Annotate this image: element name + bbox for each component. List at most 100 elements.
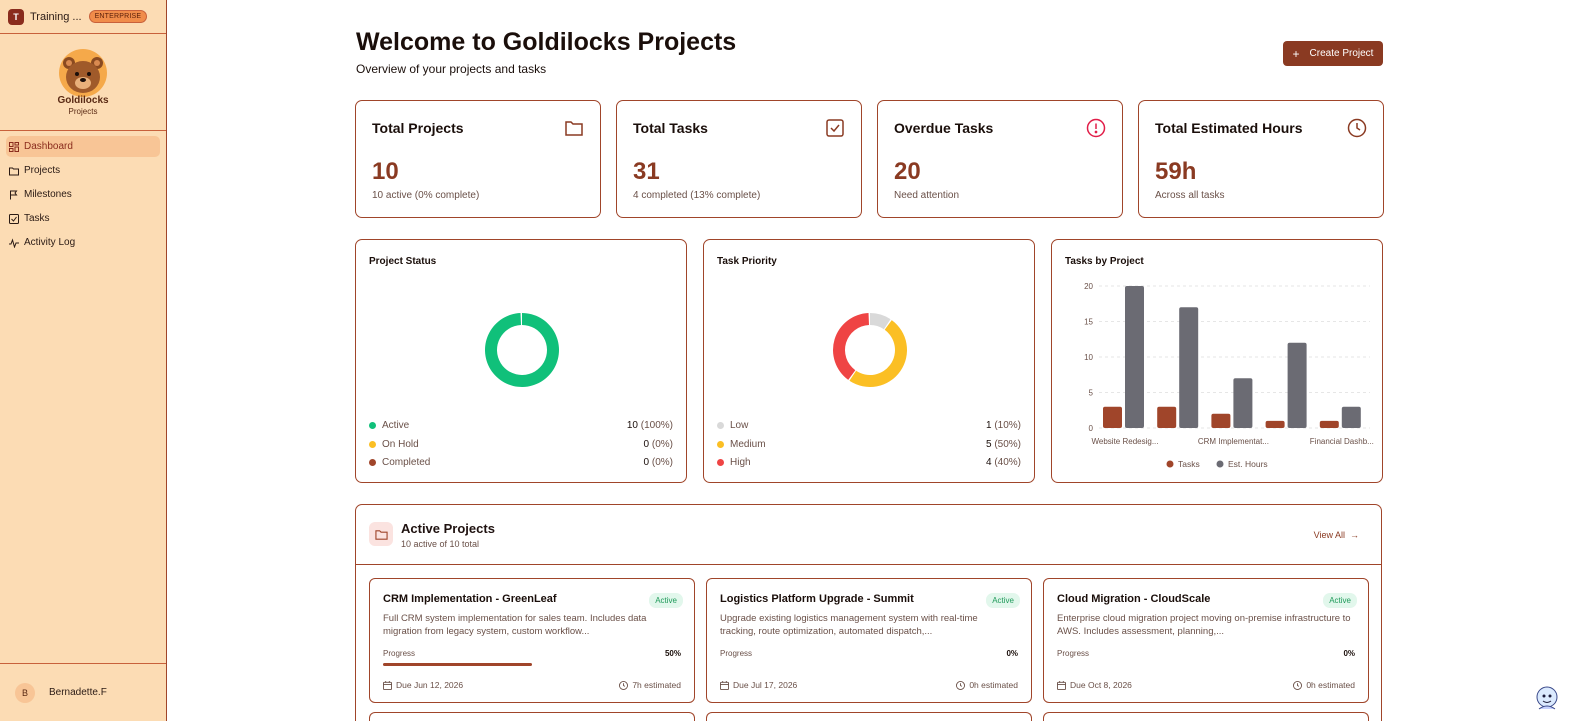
legend-dot — [717, 421, 724, 429]
org-name: Training ... — [30, 10, 82, 23]
stat-card-total-tasks: Total Tasks 31 4 completed (13% complete… — [616, 100, 862, 218]
page-title: Welcome to Goldilocks Projects — [356, 28, 737, 56]
user-menu[interactable]: B Bernadette.F — [0, 663, 166, 721]
brand-logo[interactable]: Goldilocks Projects — [0, 34, 166, 131]
plus-icon: + — [1292, 46, 1300, 61]
legend-label: Est. Hours — [1228, 459, 1268, 469]
legend-value: 5 (50%) — [985, 438, 1021, 450]
legend-row-medium: Medium 5 (50%) — [717, 437, 1021, 451]
clock-icon — [1347, 118, 1367, 138]
project-status-donut — [485, 313, 559, 387]
project-card-partial[interactable] — [706, 712, 1032, 721]
due-date: Due Jun 12, 2026 — [383, 680, 463, 690]
progress-label: Progress — [1057, 649, 1090, 658]
y-tick-label: 15 — [1084, 318, 1093, 327]
active-projects-title: Active Projects — [401, 521, 495, 536]
org-switcher[interactable]: T Training ... ENTERPRISE — [0, 0, 166, 34]
x-tick-label: Website Redesig... — [1092, 437, 1159, 446]
tasks-by-project-bar-chart: 0 5 10 15 20 Website Redesig... CRM Implementa… — [1084, 282, 1374, 469]
legend-label: Active — [382, 419, 410, 431]
bar-tasks[interactable] — [1157, 406, 1177, 428]
sidebar: T Training ... ENTERPRISE Goldilocks Pro… — [0, 0, 167, 721]
legend-value: 0 (0%) — [643, 456, 673, 468]
due-date: Due Oct 8, 2026 — [1057, 680, 1132, 690]
sidebar-item-activity-log[interactable]: Activity Log — [6, 232, 160, 253]
donut-slice-medium[interactable] — [849, 320, 908, 387]
bar-tasks[interactable] — [1211, 413, 1231, 428]
progress-label: Progress — [720, 649, 753, 658]
legend-value: 0 (0%) — [643, 438, 673, 450]
stat-title: Total Projects — [372, 120, 464, 136]
due-date: Due Jul 17, 2026 — [720, 680, 797, 690]
calendar-icon — [720, 680, 729, 690]
bear-logo-icon — [59, 48, 107, 97]
project-card[interactable]: Logistics Platform Upgrade - Summit Acti… — [706, 578, 1032, 703]
donut-slice-low[interactable] — [870, 313, 891, 330]
sidebar-item-dashboard[interactable]: Dashboard — [6, 136, 160, 157]
view-all-link[interactable]: View All → — [1313, 530, 1359, 540]
sidebar-item-label: Activity Log — [24, 237, 76, 248]
legend-label: Tasks — [1178, 459, 1200, 469]
chart-title: Task Priority — [717, 256, 777, 267]
checkbox-icon — [9, 213, 19, 224]
sidebar-item-label: Milestones — [24, 189, 72, 200]
sidebar-item-tasks[interactable]: Tasks — [6, 208, 160, 229]
bar-est-hours[interactable] — [1341, 406, 1361, 428]
stat-note: 10 active (0% complete) — [372, 190, 480, 201]
activity-icon — [9, 237, 19, 248]
legend-row-active: Active 10 (100%) — [369, 418, 673, 432]
create-project-label: Create Project — [1309, 48, 1374, 59]
stat-value: 10 — [372, 158, 399, 185]
org-avatar: T — [8, 8, 24, 25]
check-square-icon — [826, 119, 844, 137]
create-project-button[interactable]: + Create Project — [1283, 41, 1383, 66]
calendar-icon — [383, 680, 392, 690]
assistant-avatar-icon[interactable] — [1533, 683, 1561, 713]
bar-est-hours[interactable] — [1179, 307, 1199, 428]
legend-dot — [369, 440, 376, 448]
bar-tasks[interactable] — [1103, 406, 1122, 428]
y-tick-label: 20 — [1084, 282, 1093, 291]
bar-est-hours[interactable] — [1125, 286, 1144, 428]
project-card[interactable]: Cloud Migration - CloudScale Active Ente… — [1043, 578, 1369, 703]
alert-circle-icon — [1086, 118, 1106, 138]
folder-icon — [9, 166, 19, 176]
stat-note: 4 completed (13% complete) — [633, 190, 761, 201]
logo-subtitle: Projects — [68, 106, 98, 116]
legend-value: 4 (40%) — [985, 456, 1021, 468]
legend-row-on-hold: On Hold 0 (0%) — [369, 437, 673, 451]
legend-row-completed: Completed 0 (0%) — [369, 455, 673, 469]
donut-slice-high[interactable] — [833, 313, 870, 380]
chart-card-tasks-by-project: Tasks by Project 0 5 10 15 20 Website Redesig… — [1051, 239, 1383, 483]
active-projects-header: Active Projects 10 active of 10 total Vi… — [356, 505, 1381, 565]
y-tick-label: 0 — [1089, 424, 1094, 433]
bar-tasks[interactable] — [1265, 420, 1285, 428]
legend-label: Low — [730, 419, 749, 431]
logo-title: Goldilocks — [57, 94, 109, 106]
project-card-partial[interactable] — [1043, 712, 1369, 721]
bar-tasks[interactable] — [1319, 420, 1339, 428]
project-name: CRM Implementation - GreenLeaf — [383, 593, 557, 605]
sidebar-item-projects[interactable]: Projects — [6, 160, 160, 181]
project-description: Upgrade existing logistics management sy… — [720, 613, 978, 637]
legend-dot — [1166, 460, 1174, 468]
stat-card-overdue-tasks: Overdue Tasks 20 Need attention — [877, 100, 1123, 218]
sidebar-item-milestones[interactable]: Milestones — [6, 184, 160, 205]
clock-icon — [619, 680, 629, 690]
project-card-partial[interactable] — [369, 712, 695, 721]
donut-slice-active[interactable] — [485, 313, 559, 387]
progress-bar — [1057, 663, 1355, 666]
sidebar-item-label: Dashboard — [24, 141, 73, 152]
project-description: Enterprise cloud migration project movin… — [1057, 613, 1351, 637]
task-priority-donut — [833, 313, 908, 387]
progress-bar-fill — [383, 663, 532, 666]
bar-est-hours[interactable] — [1233, 378, 1253, 428]
arrow-right-icon: → — [1347, 530, 1359, 540]
bar-est-hours[interactable] — [1287, 342, 1307, 428]
progress-bar — [720, 663, 1018, 666]
stat-title: Total Tasks — [633, 120, 708, 136]
project-description: Full CRM system implementation for sales… — [383, 613, 647, 637]
stat-note: Need attention — [894, 190, 960, 201]
project-card[interactable]: CRM Implementation - GreenLeaf Active Fu… — [369, 578, 695, 703]
legend-label: Completed — [382, 456, 431, 468]
